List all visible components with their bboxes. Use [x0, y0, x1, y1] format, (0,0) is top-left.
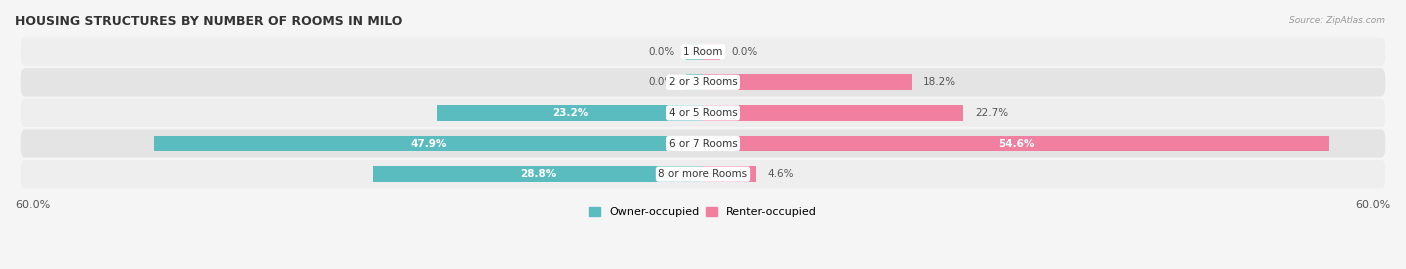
Text: 0.0%: 0.0%: [648, 77, 675, 87]
Text: 0.0%: 0.0%: [731, 47, 758, 57]
Bar: [703, 44, 720, 60]
Bar: [703, 166, 756, 182]
Text: 0.0%: 0.0%: [648, 47, 675, 57]
Bar: [703, 136, 1329, 151]
Text: 60.0%: 60.0%: [15, 200, 51, 210]
FancyBboxPatch shape: [21, 129, 1385, 158]
Bar: [437, 105, 703, 121]
Text: 4 or 5 Rooms: 4 or 5 Rooms: [669, 108, 737, 118]
Text: 1 Room: 1 Room: [683, 47, 723, 57]
Bar: [153, 136, 703, 151]
Text: HOUSING STRUCTURES BY NUMBER OF ROOMS IN MILO: HOUSING STRUCTURES BY NUMBER OF ROOMS IN…: [15, 15, 402, 28]
Text: 47.9%: 47.9%: [411, 139, 447, 148]
FancyBboxPatch shape: [21, 38, 1385, 66]
Bar: [686, 44, 703, 60]
Text: 4.6%: 4.6%: [768, 169, 794, 179]
Text: 54.6%: 54.6%: [998, 139, 1035, 148]
Text: Source: ZipAtlas.com: Source: ZipAtlas.com: [1289, 16, 1385, 25]
Text: 60.0%: 60.0%: [1355, 200, 1391, 210]
Text: 22.7%: 22.7%: [974, 108, 1008, 118]
FancyBboxPatch shape: [21, 99, 1385, 127]
Bar: [703, 105, 963, 121]
Legend: Owner-occupied, Renter-occupied: Owner-occupied, Renter-occupied: [585, 203, 821, 222]
Text: 18.2%: 18.2%: [924, 77, 956, 87]
Text: 23.2%: 23.2%: [553, 108, 588, 118]
FancyBboxPatch shape: [21, 68, 1385, 96]
Bar: [686, 74, 703, 90]
Text: 6 or 7 Rooms: 6 or 7 Rooms: [669, 139, 737, 148]
Bar: [703, 74, 911, 90]
Text: 28.8%: 28.8%: [520, 169, 555, 179]
Text: 2 or 3 Rooms: 2 or 3 Rooms: [669, 77, 737, 87]
FancyBboxPatch shape: [21, 160, 1385, 188]
Bar: [373, 166, 703, 182]
Text: 8 or more Rooms: 8 or more Rooms: [658, 169, 748, 179]
